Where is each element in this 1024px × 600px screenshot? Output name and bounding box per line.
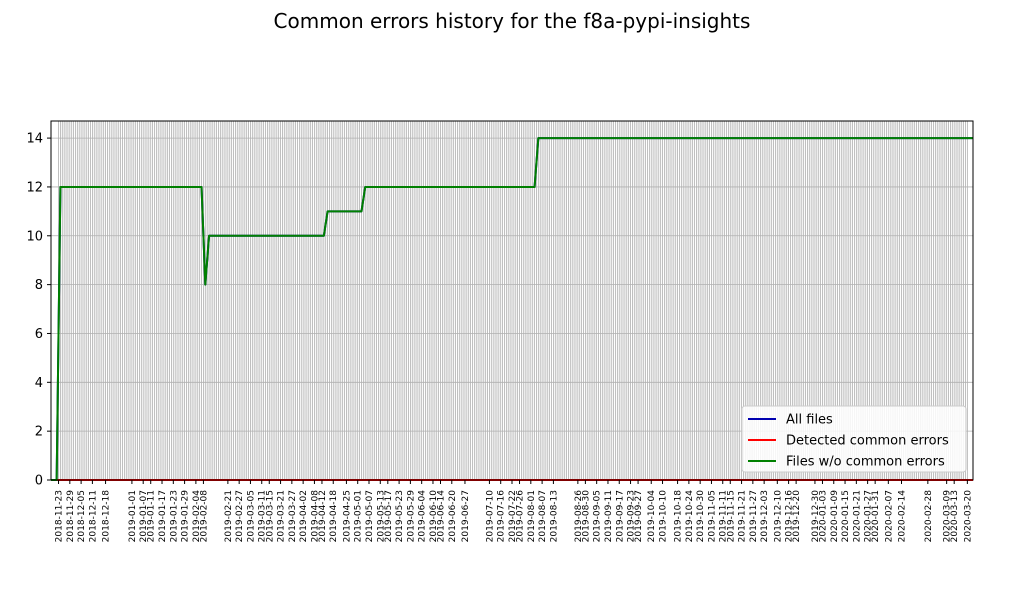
x-tick-label: 2019-12-10 [773,490,783,543]
x-tick-label: 2018-12-18 [102,490,112,543]
x-tick-label: 2019-12-03 [760,490,770,542]
x-tick-label: 2019-02-08 [199,490,209,543]
series-line-files-w-o-common-errors [51,137,973,481]
x-tick-label: 2018-11-29 [66,490,76,543]
x-tick-label: 2019-02-04 [192,490,202,543]
x-tick-label: 2019-05-13 [376,490,386,542]
x-tick-label: 2020-01-15 [841,490,851,542]
x-tick-label: 2019-01-01 [128,490,138,542]
x-tick-label: 2019-09-17 [615,490,625,542]
x-tick-label: 2019-04-08 [310,490,320,543]
x-tick-label: 2020-01-03 [818,490,828,542]
x-tick-label: 2019-09-23 [627,490,637,542]
x-tick-label: 2019-12-20 [792,490,802,543]
x-tick-label: 2019-12-16 [785,490,795,543]
x-tick-label: 2019-07-22 [508,490,518,542]
x-tick-label: 2019-07-16 [497,490,507,543]
y-tick-label: 8 [35,278,43,293]
x-tick-label: 2019-11-27 [749,490,759,542]
y-tick-label: 10 [26,229,43,244]
y-tick-label: 4 [35,376,43,391]
legend-label: All files [786,413,833,428]
legend-label: Files w/o common errors [786,455,945,470]
legend-label: Detected common errors [786,434,949,449]
x-tick-label: 2019-09-27 [634,490,644,542]
x-tick-label: 2019-09-11 [604,490,614,542]
y-tick-label: 12 [26,180,43,195]
x-tick-label: 2019-08-26 [574,490,584,543]
x-tick-label: 2019-04-12 [318,490,328,542]
x-tick-label: 2019-01-07 [139,490,149,542]
x-tick-label: 2020-01-21 [852,490,862,542]
x-tick-label: 2019-05-23 [395,490,405,542]
x-tick-label: 2020-02-28 [924,490,934,543]
x-tick-label: 2019-08-30 [581,490,591,543]
x-tick-label: 2019-11-05 [707,490,717,542]
x-tick-label: 2019-10-04 [647,490,657,543]
y-tick-label: 0 [35,474,43,489]
legend-box [741,405,967,473]
x-tick-label: 2019-03-05 [246,490,256,542]
x-tick-label: 2019-03-15 [265,490,275,542]
x-tick-label: 2019-01-29 [181,490,191,543]
x-tick-label: 2019-03-11 [258,490,268,542]
x-tick-label: 2018-12-11 [88,490,98,542]
x-tick-label: 2019-10-30 [696,490,706,543]
y-tick-label: 14 [26,132,43,147]
x-tick-label: 2019-05-07 [365,490,375,542]
x-tick-label: 2019-06-20 [448,490,458,543]
x-tick-label: 2019-08-13 [549,490,559,542]
x-tick-label: 2020-02-07 [884,490,894,542]
x-tick-label: 2019-06-04 [418,490,428,543]
x-tick-label: 2020-03-20 [963,490,973,543]
x-tick-label: 2019-10-24 [685,490,695,543]
x-tick-label: 2018-11-23 [55,490,65,542]
x-tick-label: 2019-11-11 [719,490,729,542]
x-tick-label: 2019-09-05 [593,490,603,542]
legend: All files Detected common errors Files w/o… [741,405,967,473]
x-tick-label: 2019-12-30 [811,490,821,543]
x-tick-label: 2019-11-15 [726,490,736,542]
x-tick-label: 2019-06-14 [437,490,447,543]
x-tick-label: 2019-04-18 [329,490,339,543]
x-tick-label: 2019-07-26 [516,490,526,543]
x-tick-label: 2020-02-14 [898,490,908,543]
x-tick-label: 2019-05-17 [384,490,394,542]
x-tick-label: 2020-01-27 [864,490,874,542]
chart-title: Common errors history for the f8a-pypi-i… [274,9,751,33]
x-tick-label: 2019-01-17 [158,490,168,542]
x-tick-label: 2019-02-21 [224,490,234,542]
y-axis: 0 2 4 6 8 10 12 14 [26,132,51,489]
y-tick-label: 2 [35,425,43,440]
x-tick-label: 2020-01-09 [830,490,840,543]
x-tick-label: 2019-06-10 [429,490,439,543]
x-tick-label: 2019-05-01 [354,490,364,542]
x-tick-label: 2020-03-09 [943,490,953,543]
x-tick-label: 2019-06-27 [461,490,471,542]
x-tick-label: 2020-03-13 [950,490,960,542]
x-tick-label: 2019-07-10 [485,490,495,543]
x-tick-label: 2019-05-29 [406,490,416,543]
x-tick-label: 2019-08-01 [527,490,537,542]
x-tick-label: 2019-11-21 [738,490,748,542]
x-tick-label: 2019-08-07 [538,490,548,542]
x-tick-label: 2019-03-21 [277,490,287,542]
x-tick-label: 2019-10-10 [659,490,669,543]
x-tick-label: 2019-01-23 [169,490,179,542]
x-tick-label: 2019-04-25 [342,490,352,542]
x-axis: 2018-11-23 2018-11-29 2018-12-05 2018-12-11… [55,480,973,543]
x-tick-label: 2019-01-11 [147,490,157,542]
x-tick-label: 2019-02-27 [235,490,245,542]
x-tick-label: 2019-04-02 [299,490,309,542]
x-tick-label: 2020-01-31 [871,490,881,542]
x-tick-label: 2018-12-05 [77,490,87,542]
x-tick-label: 2019-03-27 [288,490,298,542]
x-tick-label: 2019-10-18 [674,490,684,543]
y-tick-label: 6 [35,327,43,342]
